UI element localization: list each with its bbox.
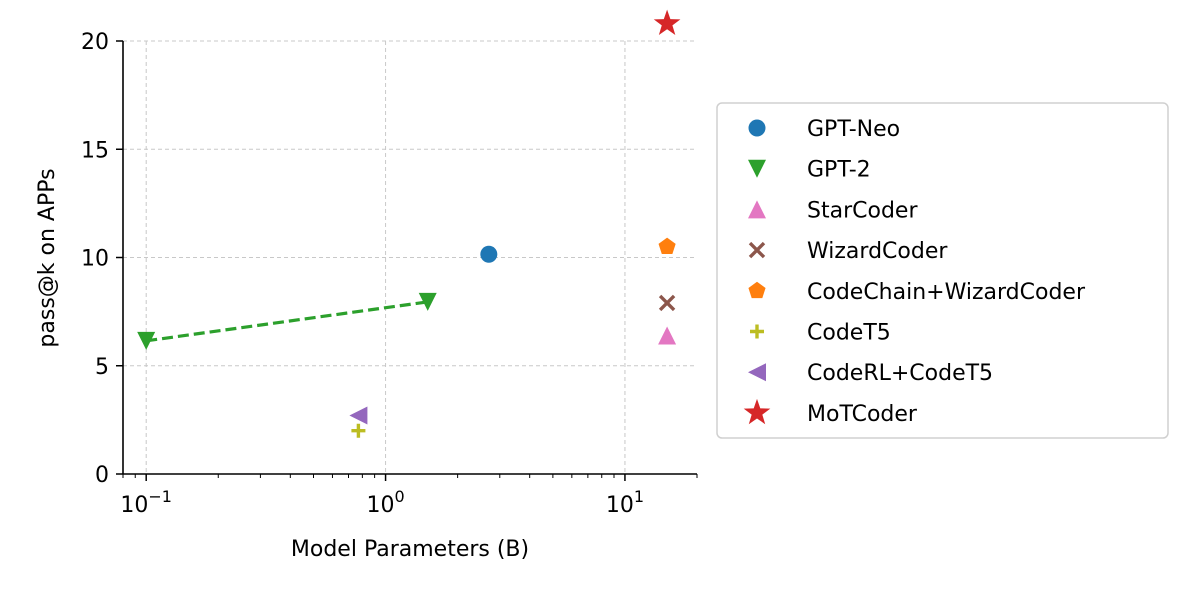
legend-label: CodeRL+CodeT5 <box>807 361 993 386</box>
point-codet5 <box>351 423 366 438</box>
y-tick-label: 15 <box>81 138 109 163</box>
point-gpt-2 <box>418 292 437 311</box>
legend-marker-motcoder <box>743 398 771 425</box>
point-motcoder <box>653 9 681 36</box>
legend-label: CodeT5 <box>807 321 891 346</box>
x-axis-label: Model Parameters (B) <box>291 537 529 562</box>
legend-label: WizardCoder <box>807 239 948 264</box>
point-starcoder <box>658 326 677 345</box>
point-coderl-codet5 <box>349 406 368 425</box>
legend-marker-gpt-2 <box>748 159 766 178</box>
legend-marker-wizardcoder <box>748 241 766 259</box>
legend-marker-coderl-codet5 <box>748 363 766 382</box>
point-gpt-neo <box>480 245 498 263</box>
legend-item-coderl-codet5: CodeRL+CodeT5 <box>748 361 993 386</box>
y-axis-label: pass@k on APPs <box>35 168 60 347</box>
legend-label: GPT-2 <box>807 158 871 183</box>
legend-marker-codechain-wizardcoder <box>748 281 766 299</box>
legend-item-motcoder: MoTCoder <box>743 398 918 427</box>
legend-marker-gpt-neo <box>748 119 766 137</box>
legend-label: MoTCoder <box>807 402 918 427</box>
data-points <box>137 9 681 438</box>
legend-frame <box>716 102 1169 439</box>
legend-item-wizardcoder: WizardCoder <box>748 239 948 264</box>
y-axis-ticks: 0 5 10 15 20 <box>81 30 123 488</box>
grid-lines <box>123 40 697 475</box>
legend-marker-codet5 <box>750 324 764 339</box>
legend-label: StarCoder <box>807 198 918 223</box>
legend-marker-starcoder <box>748 200 766 219</box>
point-wizardcoder <box>658 294 676 312</box>
y-tick-label: 10 <box>81 247 109 272</box>
legend: GPT-Neo GPT-2 StarCoder WizardCoder CodeChai… <box>716 102 1169 439</box>
x-tick-label: 10−1 <box>120 487 172 518</box>
x-axis-ticks: 10−1 100 101 <box>120 474 698 518</box>
point-gpt-2 <box>137 331 156 350</box>
legend-item-gpt-2: GPT-2 <box>748 158 871 183</box>
y-tick-label: 0 <box>95 463 109 488</box>
legend-item-codet5: CodeT5 <box>750 321 891 346</box>
legend-item-gpt-neo: GPT-Neo <box>748 117 900 142</box>
y-tick-label: 20 <box>81 30 109 55</box>
y-tick-label: 5 <box>95 355 109 380</box>
legend-label: CodeChain+WizardCoder <box>807 280 1086 305</box>
x-tick-label: 101 <box>606 487 644 518</box>
legend-item-starcoder: StarCoder <box>748 198 918 223</box>
point-codechain-wizardcoder <box>658 237 676 254</box>
legend-label: GPT-Neo <box>807 117 900 142</box>
x-tick-label: 100 <box>366 487 404 518</box>
legend-item-codechain-wizardcoder: CodeChain+WizardCoder <box>748 280 1086 305</box>
